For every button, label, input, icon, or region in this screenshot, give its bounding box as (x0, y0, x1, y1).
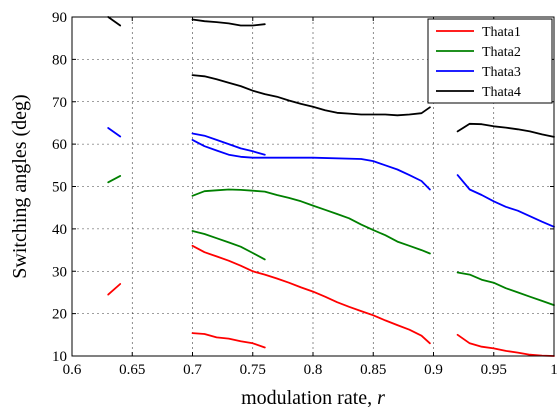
x-tick-label: 0.7 (183, 362, 202, 378)
series-line-thata1 (191, 332, 266, 349)
y-tick-label: 50 (52, 180, 67, 196)
y-tick-labels: 10 20 30 40 50 60 70 80 90 (52, 10, 67, 365)
series-line-thata3 (191, 138, 431, 191)
x-tick-label: 0.9 (424, 362, 443, 378)
series-line-thata3 (456, 174, 555, 228)
series-line-thata2 (191, 188, 431, 255)
legend-label-thata3: Thata3 (482, 65, 521, 80)
legend-label-thata1: Thata1 (482, 25, 521, 40)
x-tick-label: 0.95 (481, 362, 507, 378)
x-tick-label: 0.8 (304, 362, 323, 378)
series-line-thata3 (107, 127, 122, 138)
legend: Thata1 Thata2 Thata3 Thata4 (427, 18, 553, 104)
series-line-thata1 (191, 244, 431, 345)
x-axis-variable: r (377, 387, 385, 409)
y-tick-label: 20 (52, 307, 67, 323)
x-axis-title-text: modulation rate, (241, 387, 377, 409)
legend-label-thata4: Thata4 (482, 85, 521, 100)
y-tick-label: 90 (52, 10, 67, 26)
series-lines (107, 16, 555, 357)
series-line-thata1 (107, 283, 122, 296)
series-line-thata4 (456, 122, 555, 138)
x-tick-label: 0.6 (63, 362, 82, 378)
y-axis-title: Switching angles (deg) (9, 94, 31, 278)
y-tick-label: 10 (52, 349, 67, 365)
series-line-thata1 (456, 333, 555, 357)
series-line-thata4 (107, 16, 122, 27)
x-tick-label: 1 (550, 362, 557, 378)
x-tick-labels: 0.6 0.65 0.7 0.75 0.8 0.85 0.9 0.95 1 (63, 362, 557, 378)
y-tick-label: 30 (52, 264, 67, 280)
series-line-thata3 (191, 132, 266, 156)
series-line-thata2 (456, 271, 555, 307)
x-tick-label: 0.85 (360, 362, 386, 378)
legend-label-thata2: Thata2 (482, 45, 521, 60)
x-tick-label: 0.75 (240, 362, 266, 378)
series-line-thata2 (107, 174, 122, 184)
y-tick-label: 80 (52, 52, 67, 68)
series-line-thata4 (191, 18, 266, 27)
y-tick-label: 60 (52, 137, 67, 153)
x-axis-title: modulation rate, r (241, 387, 385, 409)
legend-box (427, 18, 553, 104)
y-tick-label: 40 (52, 222, 67, 238)
x-tick-label: 0.65 (119, 362, 145, 378)
series-line-thata4 (191, 74, 431, 117)
y-tick-label: 70 (52, 95, 67, 111)
series-line-thata2 (191, 230, 266, 261)
